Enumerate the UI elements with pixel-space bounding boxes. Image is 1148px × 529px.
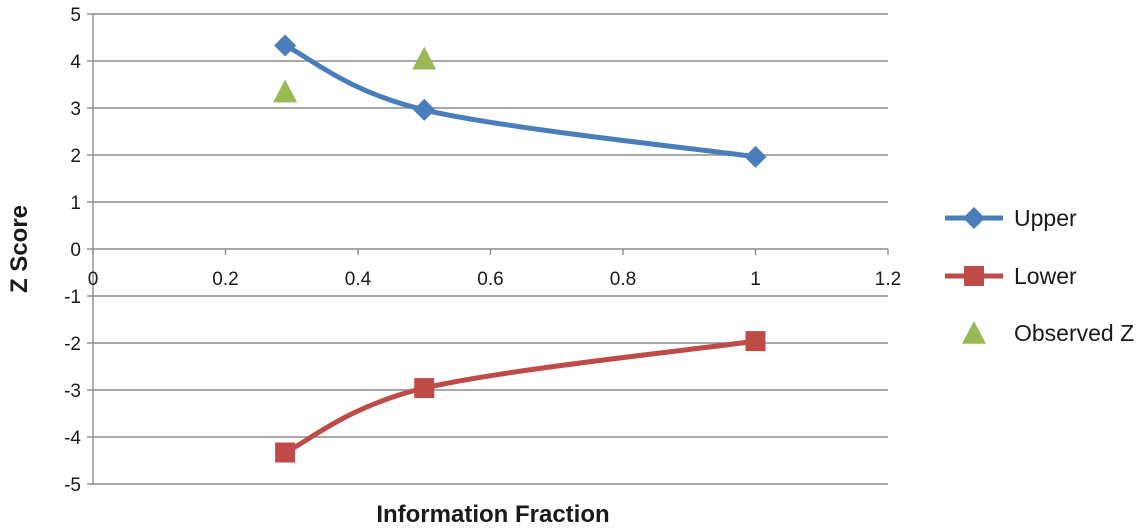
axes [87,13,889,485]
y-axis-title: Z Score [6,205,33,293]
legend-marker-lower [964,266,984,286]
legend-label-observed-z: Observed Z [1014,320,1134,346]
data-point-observed-z [412,46,437,70]
legend-marker-observed-z [962,321,986,344]
y-tick-label: -5 [64,475,81,496]
data-point-lower [414,378,435,399]
data-point-upper [413,98,436,121]
x-tick-label: 0.4 [345,269,372,290]
legend-label-lower: Lower [1014,263,1077,289]
y-tick-label: 4 [70,52,81,73]
series-line-upper [282,42,758,160]
y-tick-label: 5 [70,5,81,26]
x-tick-label: 0.2 [212,269,238,290]
legend: Upper Lower Observed Z [945,205,1134,346]
data-point-lower [275,442,296,463]
x-axis-title: Information Fraction [376,501,609,528]
data-point-lower [745,331,766,352]
y-tick-label: 2 [70,146,81,167]
legend-marker-upper [963,207,985,229]
y-tick-label: -1 [64,287,81,308]
x-tick-label: 0 [88,269,99,290]
y-tick-label: -2 [64,334,81,355]
tick-labels: 5 4 3 2 1 0 -1 -2 -3 -4 -5 0 0.2 0.4 0.6 0.8 1 1.2 [64,5,901,496]
y-tick-label: 1 [70,193,81,214]
legend-label-upper: Upper [1014,205,1077,231]
x-tick-label: 0.8 [610,269,636,290]
series-line-lower [282,338,758,456]
x-tick-label: 0.6 [477,269,503,290]
y-tick-label: 3 [70,99,81,120]
y-tick-label: -4 [64,428,81,449]
x-tick-label: 1 [750,269,761,290]
data-point-upper [274,34,297,57]
data-point-observed-z [273,79,298,103]
data-point-upper [744,145,767,168]
plot-series [273,34,767,463]
x-tick-label: 1.2 [875,269,901,290]
y-tick-label: 0 [70,240,81,261]
y-tick-label: -3 [64,381,81,402]
